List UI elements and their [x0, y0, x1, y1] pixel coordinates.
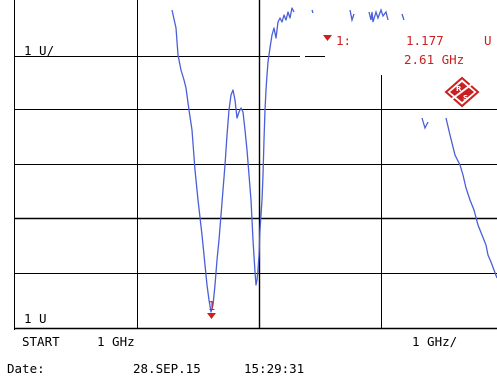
- measurement-trace: [171, 7, 295, 313]
- trace-fragment-top-d: [401, 13, 405, 21]
- date-label: Date:: [7, 361, 45, 376]
- start-value: 1 GHz: [97, 334, 135, 349]
- trace-fragment-top-c: [368, 8, 389, 23]
- span-label: 1 GHz/: [412, 334, 457, 349]
- trace-fragment-right-b: [445, 117, 497, 279]
- marker-id-label: 1:: [336, 33, 351, 48]
- svg-text:S: S: [463, 94, 468, 102]
- bottom-level-label: 1 U: [24, 311, 47, 326]
- trace-fragment-top-a: [311, 9, 314, 14]
- date-value: 28.SEP.15: [133, 361, 201, 376]
- marker-frequency: 2.61 GHz: [404, 52, 464, 67]
- start-label: START: [22, 334, 60, 349]
- marker-triangle-icon: [323, 35, 332, 41]
- trace-fragment-right-a: [421, 117, 429, 130]
- trace-fragment-top-b: [349, 9, 355, 23]
- reference-level-label: 1 U/: [24, 43, 54, 58]
- svg-text:R: R: [456, 85, 462, 93]
- time-value: 15:29:31: [244, 361, 304, 376]
- marker-value: 1.177: [406, 33, 444, 48]
- trace-marker-icon[interactable]: [207, 313, 216, 319]
- trace-marker-label: 1: [208, 299, 215, 313]
- marker-unit: U: [484, 33, 492, 48]
- rohde-schwarz-logo-icon: R S: [444, 76, 480, 108]
